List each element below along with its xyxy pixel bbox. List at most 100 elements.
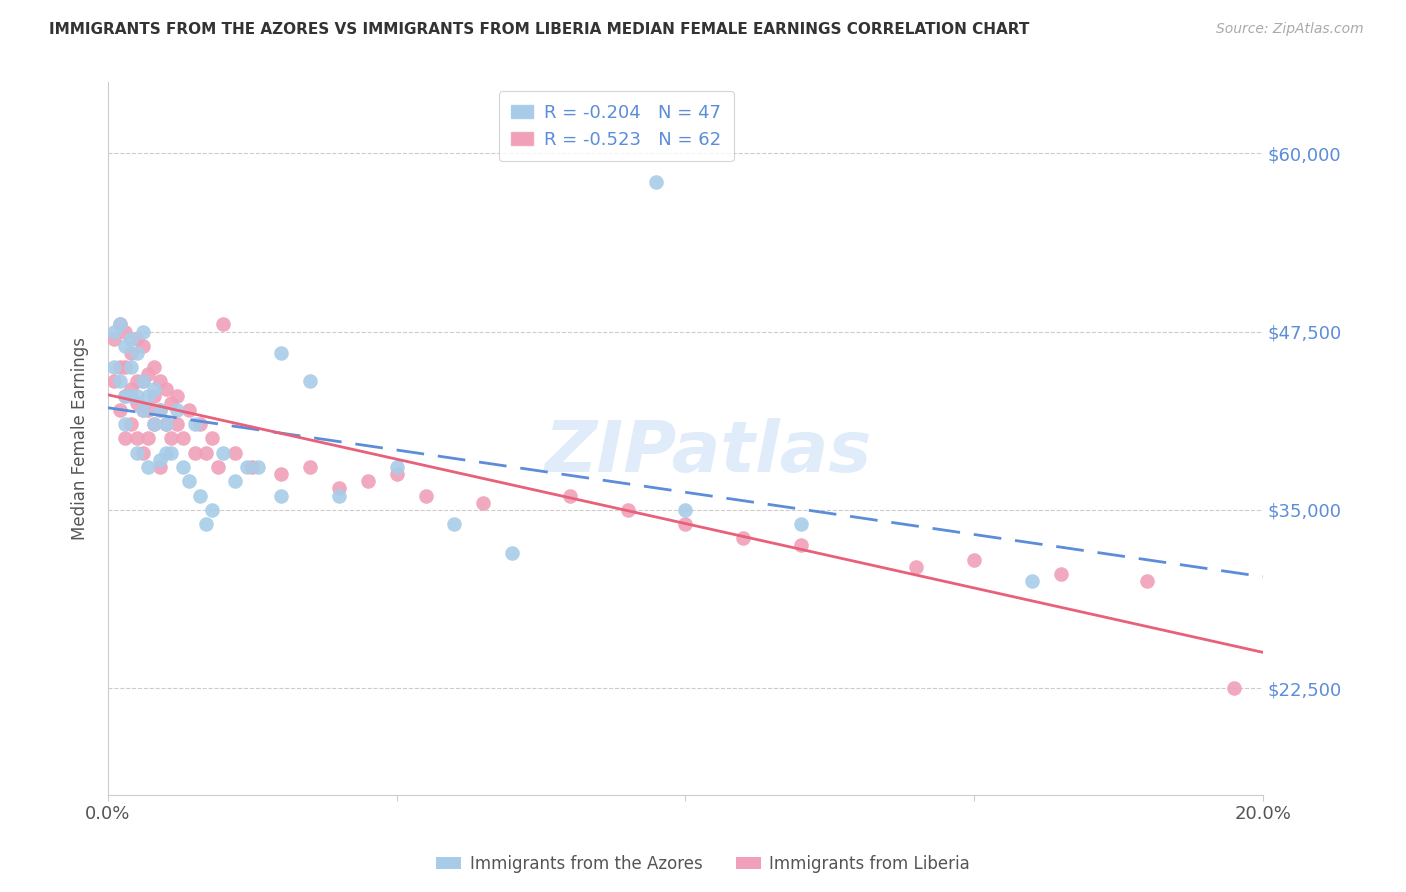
Point (131, 403, 153, 417)
Point (190, 417, 212, 432)
Point (143, 417, 166, 432)
Point (1223, 681, 1246, 695)
Point (299, 460, 322, 475)
Point (149, 453, 172, 467)
Point (472, 496, 495, 510)
Point (120, 417, 142, 432)
Point (149, 375, 172, 389)
Point (155, 417, 177, 432)
Point (114, 432, 136, 446)
Point (103, 332, 125, 346)
Point (120, 332, 142, 346)
Point (240, 460, 263, 475)
Point (790, 517, 813, 532)
Point (138, 389, 160, 403)
Point (143, 389, 166, 403)
Point (125, 332, 148, 346)
Point (155, 382, 177, 396)
Point (183, 417, 205, 432)
Point (138, 368, 160, 382)
Point (1049, 566, 1071, 581)
Point (125, 396, 148, 410)
Point (212, 318, 235, 332)
Point (131, 375, 153, 389)
Point (443, 517, 465, 532)
Point (149, 403, 172, 417)
Point (357, 475, 380, 489)
Point (673, 503, 696, 517)
Legend: Immigrants from the Azores, Immigrants from Liberia: Immigrants from the Azores, Immigrants f… (430, 848, 976, 880)
Y-axis label: Median Female Earnings: Median Female Earnings (72, 337, 89, 540)
Point (120, 346, 142, 360)
Point (108, 318, 131, 332)
Point (195, 446, 218, 460)
Point (125, 389, 148, 403)
Point (963, 552, 986, 566)
Point (114, 389, 136, 403)
Point (731, 532, 754, 546)
Point (270, 467, 292, 482)
Point (201, 432, 224, 446)
Point (149, 403, 172, 417)
Point (177, 475, 200, 489)
Point (108, 375, 131, 389)
Point (108, 360, 131, 375)
Point (1136, 574, 1159, 588)
Text: Source: ZipAtlas.com: Source: ZipAtlas.com (1216, 22, 1364, 37)
Point (172, 432, 194, 446)
Point (166, 389, 188, 403)
Point (155, 446, 177, 460)
Point (385, 467, 408, 482)
Text: IMMIGRANTS FROM THE AZORES VS IMMIGRANTS FROM LIBERIA MEDIAN FEMALE EARNINGS COR: IMMIGRANTS FROM THE AZORES VS IMMIGRANTS… (49, 22, 1029, 37)
Point (149, 460, 172, 475)
Point (166, 417, 188, 432)
Point (131, 446, 153, 460)
Point (114, 360, 136, 375)
Point (103, 360, 125, 375)
Point (120, 382, 142, 396)
Point (645, 175, 668, 189)
Point (166, 403, 188, 417)
Point (328, 482, 350, 496)
Point (120, 389, 142, 403)
Point (120, 360, 142, 375)
Point (138, 403, 160, 417)
Point (616, 503, 638, 517)
Point (108, 318, 131, 332)
Point (201, 503, 224, 517)
Point (160, 432, 183, 446)
Point (224, 475, 246, 489)
Point (160, 396, 183, 410)
Point (172, 460, 194, 475)
Point (501, 545, 523, 559)
Point (155, 417, 177, 432)
Point (131, 339, 153, 353)
Text: ZIPatlas: ZIPatlas (544, 418, 872, 487)
Point (114, 325, 136, 339)
Point (108, 403, 131, 417)
Point (160, 446, 183, 460)
Point (125, 346, 148, 360)
Point (1021, 574, 1043, 588)
Point (114, 417, 136, 432)
Point (190, 489, 212, 503)
Point (328, 489, 350, 503)
Point (131, 403, 153, 417)
Point (103, 375, 125, 389)
Point (385, 460, 408, 475)
Point (270, 489, 292, 503)
Point (125, 432, 148, 446)
Point (673, 517, 696, 532)
Point (114, 389, 136, 403)
Point (790, 538, 813, 552)
Point (143, 360, 166, 375)
Point (114, 339, 136, 353)
Point (177, 403, 200, 417)
Point (195, 517, 218, 532)
Point (138, 460, 160, 475)
Point (299, 375, 322, 389)
Point (212, 446, 235, 460)
Point (235, 460, 257, 475)
Point (905, 559, 928, 574)
Point (138, 432, 160, 446)
